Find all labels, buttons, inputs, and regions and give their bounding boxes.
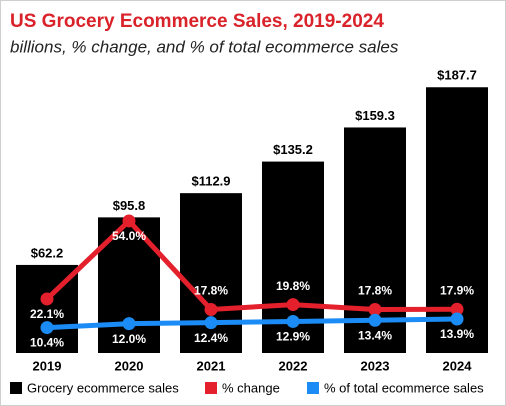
line-marker (122, 317, 136, 331)
line (45, 217, 458, 313)
chart-subtitle: billions, % change, and % of total ecomm… (10, 37, 399, 56)
line-value-label: 13.9% (440, 327, 474, 341)
legend-swatch (307, 382, 319, 394)
line-value-label: 54.0% (112, 229, 146, 243)
line-value-label: 17.8% (358, 284, 392, 298)
legend-label: % of total ecommerce sales (324, 380, 484, 395)
line-value-label: 22.1% (30, 307, 64, 321)
line-marker (40, 292, 54, 306)
line-marker (450, 302, 464, 316)
chart-title: US Grocery Ecommerce Sales, 2019-2024 (10, 11, 384, 32)
legend-swatch (10, 382, 22, 394)
bar-value-label: $95.8 (113, 198, 146, 213)
bar-value-label: $135.2 (273, 142, 313, 157)
x-tick-label: 2022 (279, 358, 308, 373)
line-value-label: 17.8% (194, 284, 228, 298)
legend-label: Grocery ecommerce sales (27, 380, 179, 395)
x-tick-label: 2024 (443, 358, 473, 373)
legend-label: % change (222, 380, 280, 395)
x-tick-label: 2023 (361, 358, 390, 373)
line-marker (368, 302, 382, 316)
bar-value-label: $62.2 (31, 245, 64, 260)
line-value-label: 10.4% (30, 336, 64, 350)
line-value-label: 12.4% (194, 331, 228, 345)
bar-value-label: $187.7 (437, 68, 477, 83)
line-value-label: 12.9% (276, 330, 310, 344)
line-marker (204, 316, 218, 330)
x-tick-label: 2019 (33, 358, 62, 373)
line-value-label: 13.4% (358, 328, 392, 342)
line-marker (286, 298, 300, 312)
bar-value-label: $112.9 (191, 174, 230, 189)
x-tick-label: 2020 (115, 358, 144, 373)
legend-swatch (205, 382, 217, 394)
line-value-label: 17.9% (440, 283, 474, 297)
line-marker (122, 214, 136, 228)
line-value-label: 12.0% (112, 332, 146, 346)
line (46, 316, 458, 331)
line-marker (40, 321, 54, 335)
line-marker (204, 302, 218, 316)
line-marker (450, 312, 464, 326)
line-marker (286, 314, 300, 328)
line-marker (368, 313, 382, 327)
line-value-label: 19.8% (276, 279, 310, 293)
x-tick-label: 2021 (197, 358, 226, 373)
bar-value-label: $159.3 (355, 108, 395, 123)
